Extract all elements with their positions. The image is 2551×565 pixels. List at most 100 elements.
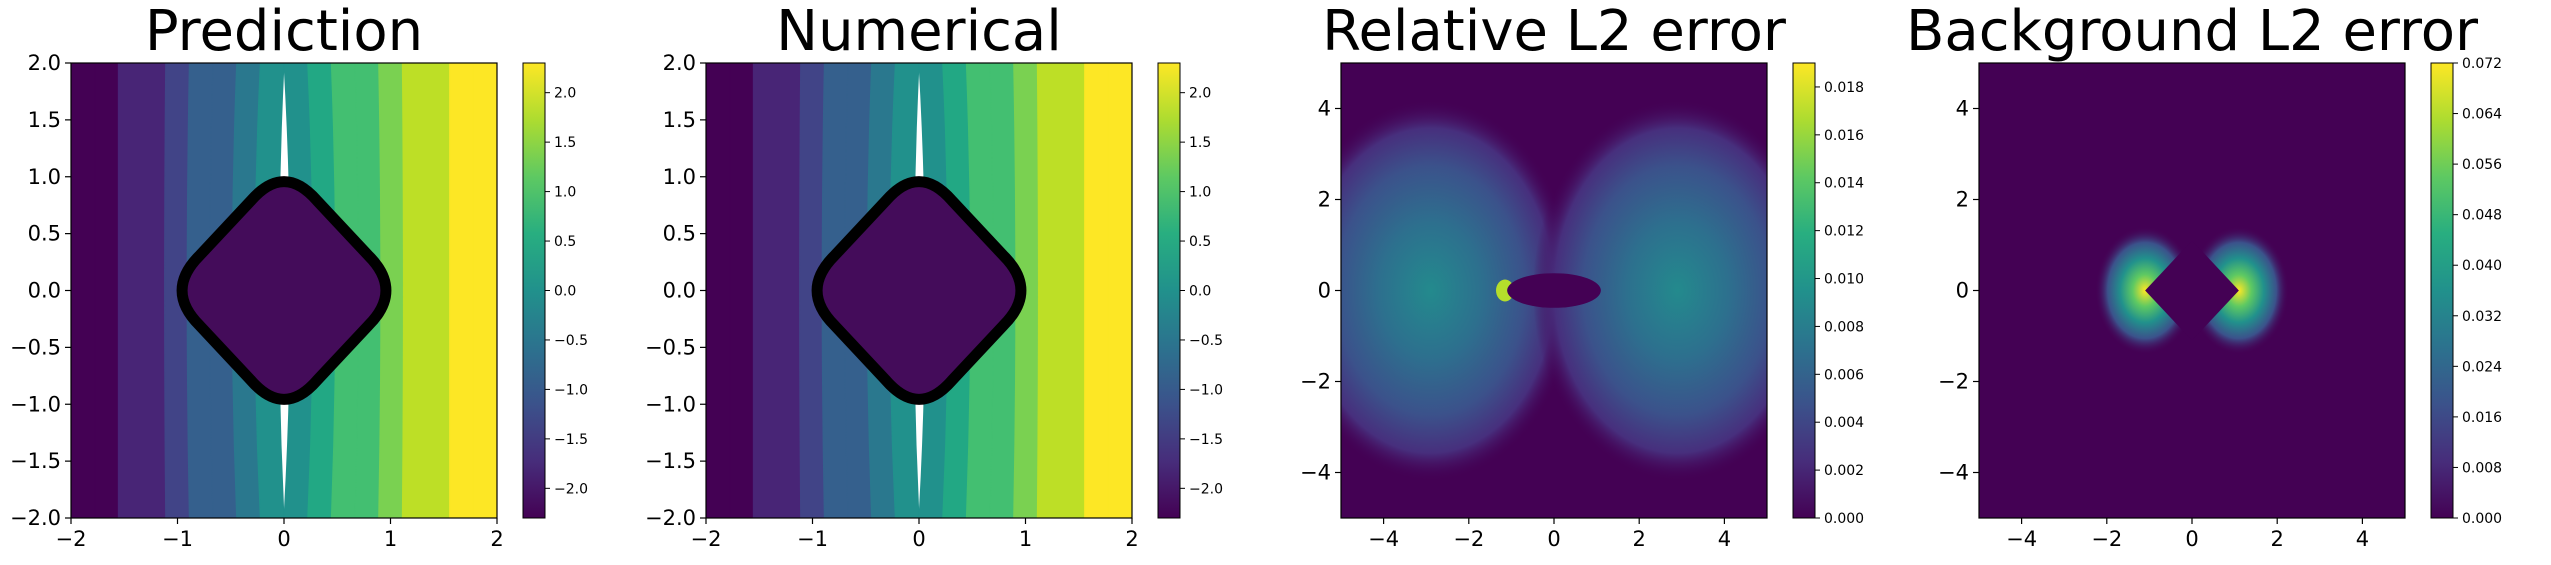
colorbar-tick-label: 0.024 — [2462, 359, 2502, 375]
x-tick-label: 2 — [1633, 527, 1646, 551]
colorbar-tick-label: 0.014 — [1824, 176, 1864, 192]
colorbar-tick-label: 2.0 — [554, 86, 576, 102]
heatmap-field — [1341, 63, 1767, 518]
x-tick-label: 2 — [490, 527, 503, 551]
y-tick-label: 0 — [1956, 279, 1969, 303]
x-tick-label: 4 — [2356, 527, 2369, 551]
x-tick-label: −2 — [1453, 527, 1484, 551]
colorbar-tick-label: −1.0 — [1189, 382, 1223, 398]
x-tick-label: −2 — [56, 527, 87, 551]
y-tick-label: 0 — [1318, 279, 1331, 303]
error-lobe-left — [1341, 99, 1576, 482]
colorbar-tick-label: 0.056 — [2462, 157, 2502, 173]
colorbar — [1792, 62, 1816, 519]
colorbar-tick-label: 0.0 — [554, 284, 576, 300]
colorbar-tick-label: −2.0 — [1189, 481, 1223, 497]
y-tick-label: −0.5 — [645, 335, 696, 359]
y-tick-label: 4 — [1956, 97, 1969, 121]
error-lobe-right — [1532, 99, 1767, 482]
colorbar-tick-label: 0.008 — [2462, 460, 2502, 476]
colorbar-tick-label: 0.018 — [1824, 80, 1864, 96]
y-tick-label: 4 — [1318, 97, 1331, 121]
contour-band — [1084, 63, 1109, 518]
y-tick-label: 1.0 — [28, 165, 61, 189]
subplot-title: Numerical — [776, 0, 1062, 64]
colorbar-tick-label: 0.0 — [1189, 284, 1211, 300]
y-tick-label: 0.5 — [663, 222, 696, 246]
colorbar-tick-label: 0.006 — [1824, 367, 1864, 383]
colorbar-tick-label: 0.000 — [2462, 511, 2502, 527]
colorbar-tick-label: 0.012 — [1824, 224, 1864, 240]
subplot-title: Prediction — [145, 0, 423, 64]
obstacle — [811, 176, 1027, 405]
contour-band — [94, 63, 119, 518]
x-tick-label: 0 — [1547, 527, 1560, 551]
contour-band — [425, 63, 451, 518]
colorbar-tick-label: 0.072 — [2462, 56, 2502, 72]
contour-band — [1060, 63, 1086, 518]
colorbar-tick-label: 0.032 — [2462, 309, 2502, 325]
y-tick-label: 1.5 — [663, 108, 696, 132]
heatmap-field — [706, 63, 1132, 518]
error-peak-left — [1496, 279, 1515, 302]
colorbar-tick-label: 0.016 — [2462, 410, 2502, 426]
subplot-2: Numerical −2 −1 0 1 2 −2.0 −1.5 −1.0 −0.5 0.0 0.5 1.… — [645, 0, 1223, 551]
y-tick-label: 2.0 — [28, 51, 61, 75]
subplot-title: Background L2 error — [1906, 0, 2479, 64]
colorbar-tick-label: 0.000 — [1824, 511, 1864, 527]
colorbar-tick-label: 0.008 — [1824, 319, 1864, 335]
colorbar-tick-label: 0.064 — [2462, 107, 2502, 123]
y-tick-label: 2 — [1318, 188, 1331, 212]
y-tick-label: 1.0 — [663, 165, 696, 189]
y-tick-label: 0.0 — [28, 279, 61, 303]
colorbar-tick-label: 1.0 — [554, 185, 576, 201]
colorbar-tick-label: −1.5 — [1189, 432, 1223, 448]
y-tick-label: 2.0 — [663, 51, 696, 75]
x-tick-label: −4 — [1368, 527, 1399, 551]
x-tick-label: 1 — [1019, 527, 1032, 551]
colorbar-tick-label: 0.5 — [1189, 234, 1211, 250]
colorbar-tick-label: −1.0 — [554, 382, 588, 398]
contour-band — [729, 63, 754, 518]
y-tick-label: 0.5 — [28, 222, 61, 246]
x-tick-label: −1 — [797, 527, 828, 551]
y-tick-label: 1.5 — [28, 108, 61, 132]
colorbar-tick-label: 0.004 — [1824, 415, 1864, 431]
x-tick-label: 2 — [2271, 527, 2284, 551]
colorbar — [2430, 62, 2454, 519]
y-tick-label: −1.5 — [645, 449, 696, 473]
colorbar-tick-label: −0.5 — [554, 333, 588, 349]
x-tick-label: 0 — [912, 527, 925, 551]
contour-band — [117, 63, 143, 518]
colorbar — [522, 62, 546, 519]
subplot-title: Relative L2 error — [1322, 0, 1787, 64]
contour-band — [752, 63, 778, 518]
contour-band — [706, 63, 731, 518]
y-tick-label: −2 — [1938, 370, 1969, 394]
colorbar-tick-label: −1.5 — [554, 432, 588, 448]
y-tick-label: −4 — [1938, 461, 1969, 485]
y-tick-label: 2 — [1956, 188, 1969, 212]
colorbar-tick-label: 1.0 — [1189, 185, 1211, 201]
obstacle — [176, 176, 392, 405]
y-tick-label: −1.5 — [10, 449, 61, 473]
x-tick-label: 1 — [384, 527, 397, 551]
x-tick-label: −2 — [691, 527, 722, 551]
subplot-3: Relative L2 error −4 −2 0 2 4 −4 −2 0 2 4 0.000 0.00… — [1300, 0, 1864, 551]
obstacle — [1507, 273, 1601, 308]
x-tick-label: 2 — [1125, 527, 1138, 551]
contour-band — [71, 63, 96, 518]
x-tick-label: −4 — [2006, 527, 2037, 551]
y-tick-label: −0.5 — [10, 335, 61, 359]
heatmap-field — [71, 63, 497, 518]
colorbar — [1157, 62, 1181, 519]
y-tick-label: −1.0 — [10, 392, 61, 416]
contour-band — [1107, 63, 1132, 518]
contour-band — [1036, 63, 1063, 518]
y-tick-label: −4 — [1300, 461, 1331, 485]
colorbar-tick-label: 0.5 — [554, 234, 576, 250]
colorbar-tick-label: 0.048 — [2462, 208, 2502, 224]
obstacle — [2145, 240, 2239, 341]
x-tick-label: −1 — [162, 527, 193, 551]
